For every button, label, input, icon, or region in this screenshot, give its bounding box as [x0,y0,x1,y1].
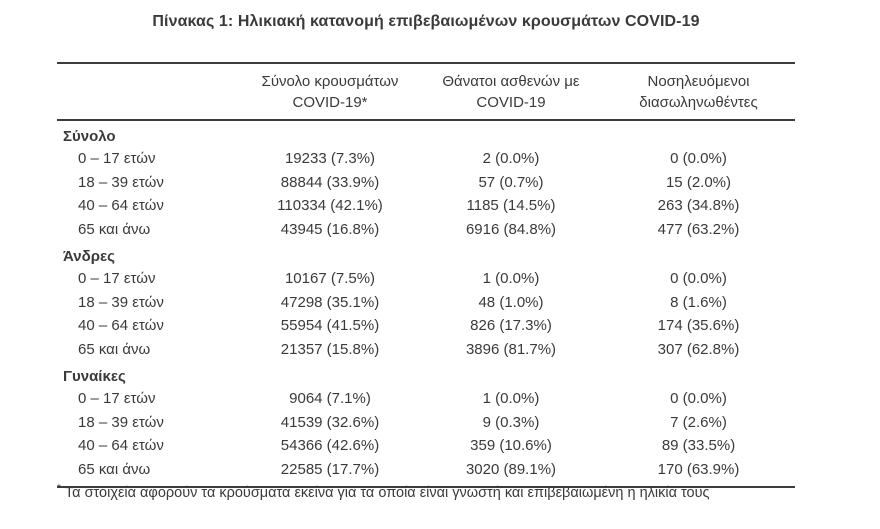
deaths-value: 826 (17.3%) [470,317,552,334]
cases-value: 43945 (16.8%) [280,220,380,238]
table-row: 40 – 64 ετών 55954 (41.5%) 826 (17.3%) 1… [57,314,795,338]
intubated-value: 8 (1.6%) [670,293,727,311]
column-header-deaths: Θάνατοι ασθενών με COVID-19 [420,71,602,113]
cases-value: 55954 (41.5%) [280,317,380,334]
cases-value: 41539 (32.6%) [280,413,380,431]
footnote: * Τα στοιχεία αφορούν τα κρούσματα εκείνα… [57,483,872,501]
intubated-value: 307 (62.8%) [657,340,740,358]
cases-value: 54366 (42.6%) [280,437,380,454]
age-label: 40 – 64 ετών [78,317,164,334]
age-label: 18 – 39 ετών [78,173,164,191]
table-row: 65 και άνω 22585 (17.7%) 3020 (89.1%) 17… [57,458,795,482]
footnote-text: Τα στοιχεία αφορούν τα κρούσματα εκείνα … [64,484,710,501]
intubated-value: 89 (33.5%) [661,437,736,454]
deaths-value: 9 (0.3%) [482,413,540,431]
age-label: 40 – 64 ετών [78,437,164,454]
age-label: 40 – 64 ετών [78,197,164,214]
cases-value: 88844 (33.9%) [280,173,380,191]
column-header-cases: Σύνολο κρουσμάτων COVID-19* [240,71,420,113]
section-header-women: Γυναίκες [63,368,126,385]
intubated-value: 0 (0.0%) [670,150,727,167]
section-men: Άνδρες 0 – 17 ετών 10167 (7.5%) 1 (0.0%)… [57,241,795,361]
intubated-value: 7 (2.6%) [670,413,727,431]
deaths-value: 1185 (14.5%) [466,197,556,214]
column-header-empty [57,71,240,113]
column-header-intubated-line1: Νοσηλευόμενοι [647,73,750,90]
deaths-value: 57 (0.7%) [478,173,544,191]
covid-age-table: Σύνολο κρουσμάτων COVID-19* Θάνατοι ασθε… [57,62,795,488]
table-header-row: Σύνολο κρουσμάτων COVID-19* Θάνατοι ασθε… [57,64,795,121]
table-row: 0 – 17 ετών 19233 (7.3%) 2 (0.0%) 0 (0.0… [57,147,795,171]
table-row: 65 και άνω 21357 (15.8%) 3896 (81.7%) 30… [57,338,795,362]
age-label: 65 και άνω [78,220,151,238]
deaths-value: 3020 (89.1%) [465,460,557,478]
section-header-total: Σύνολο [63,128,116,145]
column-header-intubated-line2: διασωληνωθέντες [639,94,758,111]
cases-value: 10167 (7.5%) [284,270,376,287]
column-header-cases-line1: Σύνολο κρουσμάτων [261,73,399,90]
table-row: 0 – 17 ετών 9064 (7.1%) 1 (0.0%) 0 (0.0%… [57,387,795,411]
age-label: 0 – 17 ετών [78,270,156,287]
footnote-asterisk: * [57,483,61,494]
column-header-cases-line2: COVID-19* [292,94,368,111]
deaths-value: 48 (1.0%) [478,293,544,311]
deaths-value: 3896 (81.7%) [465,340,557,358]
deaths-value: 1 (0.0%) [482,270,540,287]
table-row: 18 – 39 ετών 41539 (32.6%) 9 (0.3%) 7 (2… [57,411,795,435]
column-header-intubated: Νοσηλευόμενοι διασωληνωθέντες [602,71,795,113]
column-header-deaths-line2: COVID-19 [476,94,546,111]
age-label: 65 και άνω [78,460,151,478]
table-row: 40 – 64 ετών 110334 (42.1%) 1185 (14.5%)… [57,194,795,218]
table-row: 18 – 39 ετών 88844 (33.9%) 57 (0.7%) 15 … [57,171,795,195]
section-total: Σύνολο 0 – 17 ετών 19233 (7.3%) 2 (0.0%)… [57,121,795,241]
age-label: 0 – 17 ετών [78,150,156,167]
cases-value: 19233 (7.3%) [284,150,376,167]
cases-value: 9064 (7.1%) [289,390,371,407]
deaths-value: 1 (0.0%) [482,390,540,407]
cases-value: 22585 (17.7%) [280,460,380,478]
age-label: 18 – 39 ετών [78,413,164,431]
deaths-value: 359 (10.6%) [470,437,552,454]
intubated-value: 170 (63.9%) [657,460,740,478]
table-row: 18 – 39 ετών 47298 (35.1%) 48 (1.0%) 8 (… [57,291,795,315]
section-women: Γυναίκες 0 – 17 ετών 9064 (7.1%) 1 (0.0%… [57,361,795,481]
cases-value: 47298 (35.1%) [280,293,380,311]
intubated-value: 0 (0.0%) [670,390,727,407]
intubated-value: 0 (0.0%) [670,270,727,287]
column-header-deaths-line1: Θάνατοι ασθενών με [442,73,580,90]
intubated-value: 174 (35.6%) [657,317,740,334]
table-row: 40 – 64 ετών 54366 (42.6%) 359 (10.6%) 8… [57,434,795,458]
table-row: 0 – 17 ετών 10167 (7.5%) 1 (0.0%) 0 (0.0… [57,267,795,291]
intubated-value: 15 (2.0%) [665,173,732,191]
table-title: Πίνακας 1: Ηλικιακή κατανομή επιβεβαιωμέ… [152,13,700,30]
intubated-value: 263 (34.8%) [657,197,740,214]
cases-value: 110334 (42.1%) [277,197,383,214]
age-label: 65 και άνω [78,340,151,358]
deaths-value: 6916 (84.8%) [465,220,557,238]
intubated-value: 477 (63.2%) [657,220,740,238]
cases-value: 21357 (15.8%) [280,340,380,358]
table-row: 65 και άνω 43945 (16.8%) 6916 (84.8%) 47… [57,218,795,242]
section-header-men: Άνδρες [63,248,115,265]
deaths-value: 2 (0.0%) [482,150,540,167]
age-label: 0 – 17 ετών [78,390,156,407]
age-label: 18 – 39 ετών [78,293,164,311]
